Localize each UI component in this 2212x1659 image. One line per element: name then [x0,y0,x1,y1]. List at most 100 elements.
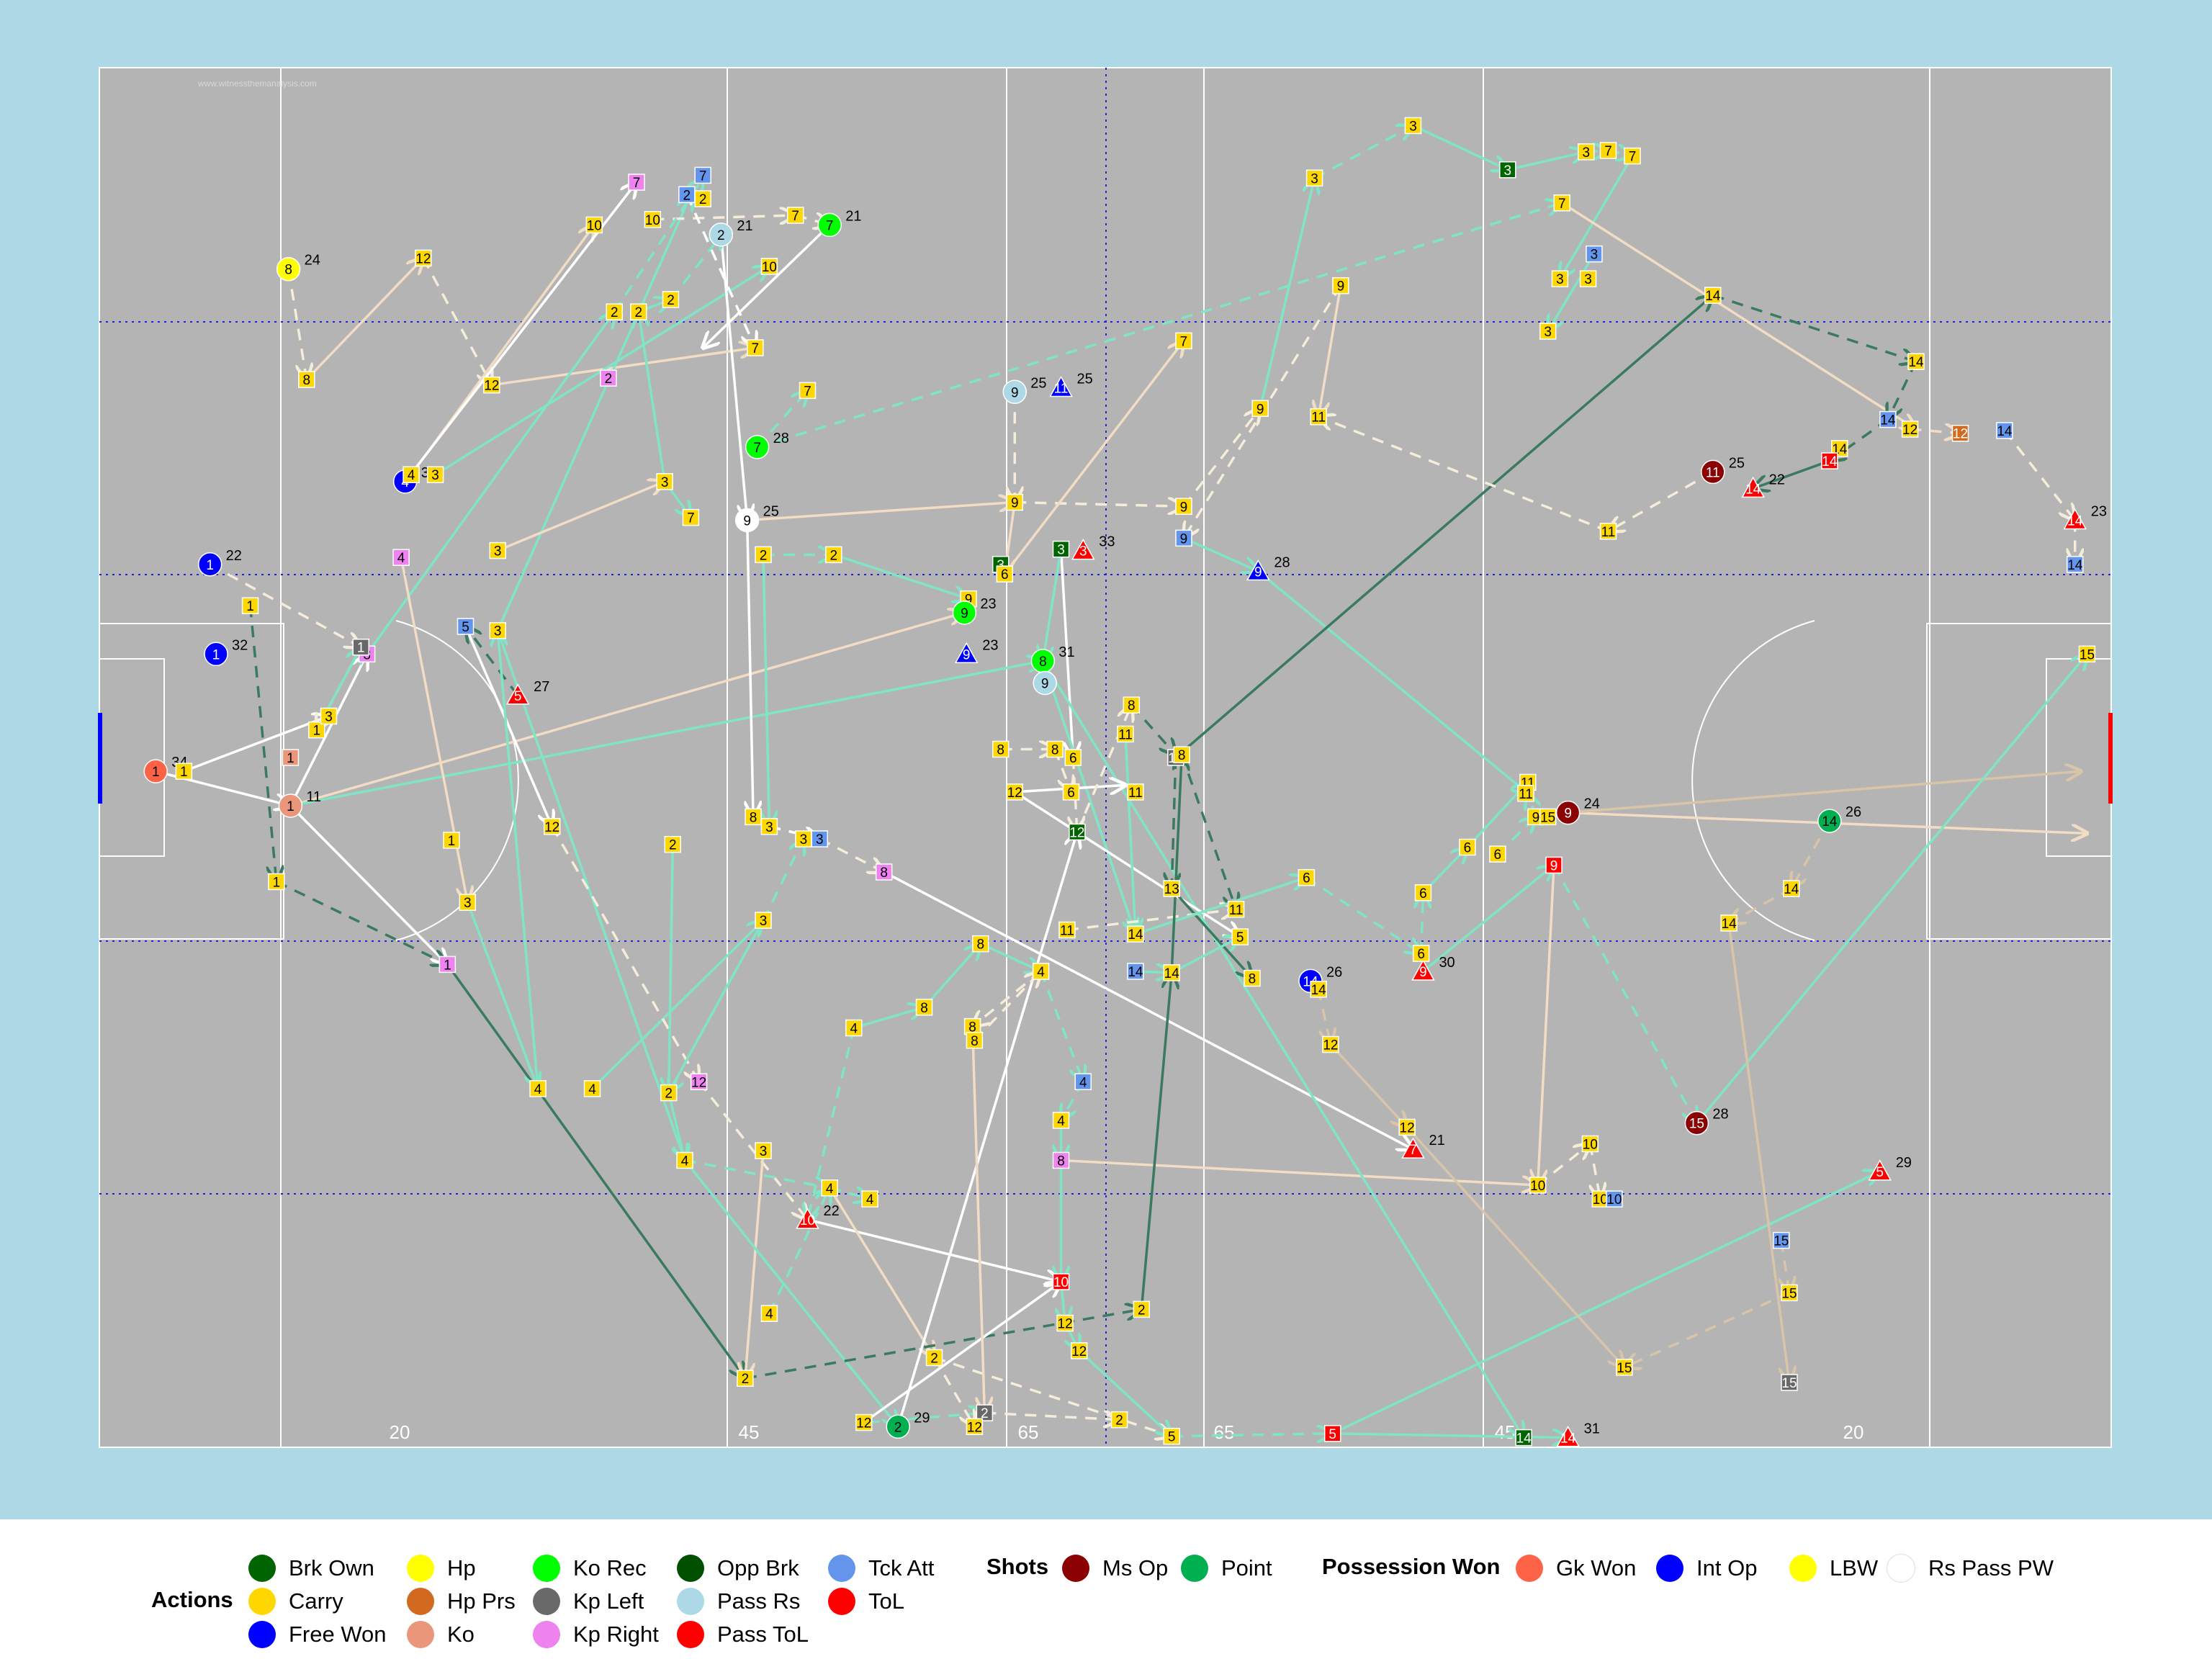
marker-shape [1006,493,1024,511]
action-marker: 14 23 [2063,503,2107,530]
marker-number: 1 [357,641,365,656]
action-link [1331,1172,1880,1435]
action-marker: 14 [1821,452,1838,469]
action-link [1624,1291,1790,1367]
marker-number: 10 [800,1213,815,1228]
action-marker: 11 [1310,408,1327,426]
marker-number: 8 [1249,972,1256,987]
action-marker: 4 [821,1179,838,1197]
marker-time: 29 [1896,1155,1912,1171]
marker-shape [1545,856,1563,874]
legend-swatch [828,1554,855,1582]
marker-shape [1783,880,1800,897]
action-marker: 4 [676,1151,693,1169]
marker-shape [1175,332,1192,350]
marker-number: 3 [661,475,669,490]
marker-number: 9 [1532,810,1540,825]
watermark: www.witnessthemanalysis.com [197,78,317,89]
action-link [1182,408,1260,508]
action-marker: 333 [1071,534,1115,560]
action-marker: 9 [1545,856,1563,874]
marker-shape [439,956,457,974]
action-link [1061,1159,1538,1184]
marker-shape [799,382,817,400]
action-marker: 3 [1578,143,1595,161]
action-marker: 11 25 [1049,372,1093,397]
action-link [933,1356,1172,1436]
distance-label-65-right: 65 [1214,1421,1235,1443]
marker-number: 9 [1180,500,1188,515]
marker-number: 1 [287,799,295,814]
legend-swatch [1062,1554,1089,1582]
marker-time: 25 [1030,375,1046,391]
action-marker: 3 [1586,245,1603,263]
legend-swatch [1181,1554,1208,1582]
legend-label: Hp [447,1555,476,1581]
marker-number: 12 [1902,423,1917,438]
action-marker: 5 [457,618,475,635]
marker-time: 23 [982,637,998,653]
marker-shape [600,369,617,387]
action-marker: 10 [585,216,603,233]
marker-shape [1599,142,1617,159]
marker-number: 9 [1550,858,1558,873]
action-link [1180,754,1236,909]
marker-shape [709,222,734,247]
action-marker: 9 23 [954,637,998,664]
marker-shape [737,1370,754,1387]
marker-shape [817,212,842,238]
action-marker: 111 [278,789,321,818]
action-link [289,804,447,964]
legend-item: Pass ToL [677,1617,809,1649]
marker-shape [1163,880,1180,897]
action-marker: 12 [1322,1035,1339,1053]
action-marker: 2 [755,546,772,563]
marker-number: 5 [1168,1430,1176,1445]
marker-shape [1322,1035,1339,1053]
action-marker: 15 [1773,1231,1790,1249]
marker-time: 25 [763,503,779,519]
action-marker: 2 [1133,1300,1151,1318]
action-link [464,626,552,827]
marker-number: 3 [464,896,472,911]
marker-shape [443,832,460,849]
legend-swatch [1516,1554,1543,1582]
marker-number: 8 [976,938,984,953]
legend-swatch [1789,1554,1817,1582]
marker-number: 3 [1582,145,1590,161]
action-marker: 2 [1110,1411,1128,1429]
marker-number: 14 [1311,983,1327,998]
legend-item: Carry [248,1584,343,1616]
action-marker: 9 25 [734,503,779,533]
action-marker: 10 [644,211,662,228]
marker-shape [278,793,303,818]
marker-number: 3 [800,832,808,848]
marker-shape [175,763,193,780]
marker-number: 10 [1530,1179,1545,1194]
marker-shape [682,508,700,526]
marker-number: 12 [1058,1317,1073,1332]
marker-number: 8 [968,1020,976,1035]
marker-number: 9 [1180,531,1188,547]
action-marker: 14 [1907,353,1925,370]
marker-shape [1173,746,1190,763]
marker-shape [1310,981,1327,998]
marker-number: 1 [313,724,320,739]
marker-time: 26 [1326,964,1342,980]
legend-label: Point [1221,1555,1272,1581]
marker-shape [1398,1118,1416,1136]
marker-number: 9 [743,513,751,529]
action-marker: 5 [1231,928,1249,945]
action-marker: 15 [1781,1284,1798,1301]
marker-number: 15 [1689,1117,1704,1132]
marker-shape [2063,508,2087,530]
marker-shape [952,601,977,625]
marker-time: 28 [773,431,789,446]
action-marker: 9 [1175,498,1192,515]
action-marker: 11 [1127,783,1144,801]
action-link [703,224,831,348]
marker-shape [755,1142,772,1159]
action-link [923,944,981,1008]
legend-label: Int Op [1696,1555,1758,1581]
marker-number: 6 [1303,871,1310,886]
